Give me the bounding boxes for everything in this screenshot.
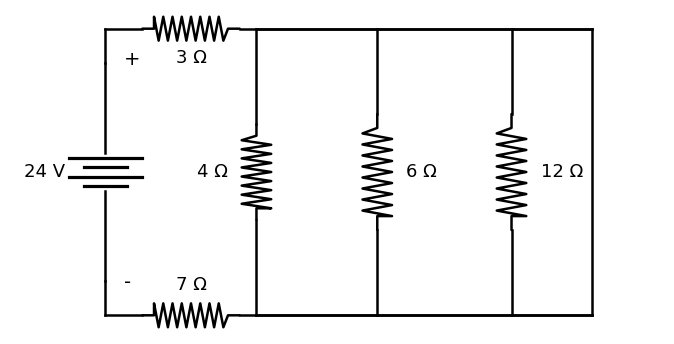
Text: 7 Ω: 7 Ω	[175, 276, 206, 293]
Text: +: +	[124, 50, 141, 69]
Text: 6 Ω: 6 Ω	[406, 163, 436, 181]
Text: -: -	[124, 273, 131, 292]
Text: 4 Ω: 4 Ω	[197, 163, 228, 181]
Text: 12 Ω: 12 Ω	[541, 163, 583, 181]
Text: 3 Ω: 3 Ω	[175, 49, 206, 67]
Text: 24 V: 24 V	[24, 163, 65, 181]
